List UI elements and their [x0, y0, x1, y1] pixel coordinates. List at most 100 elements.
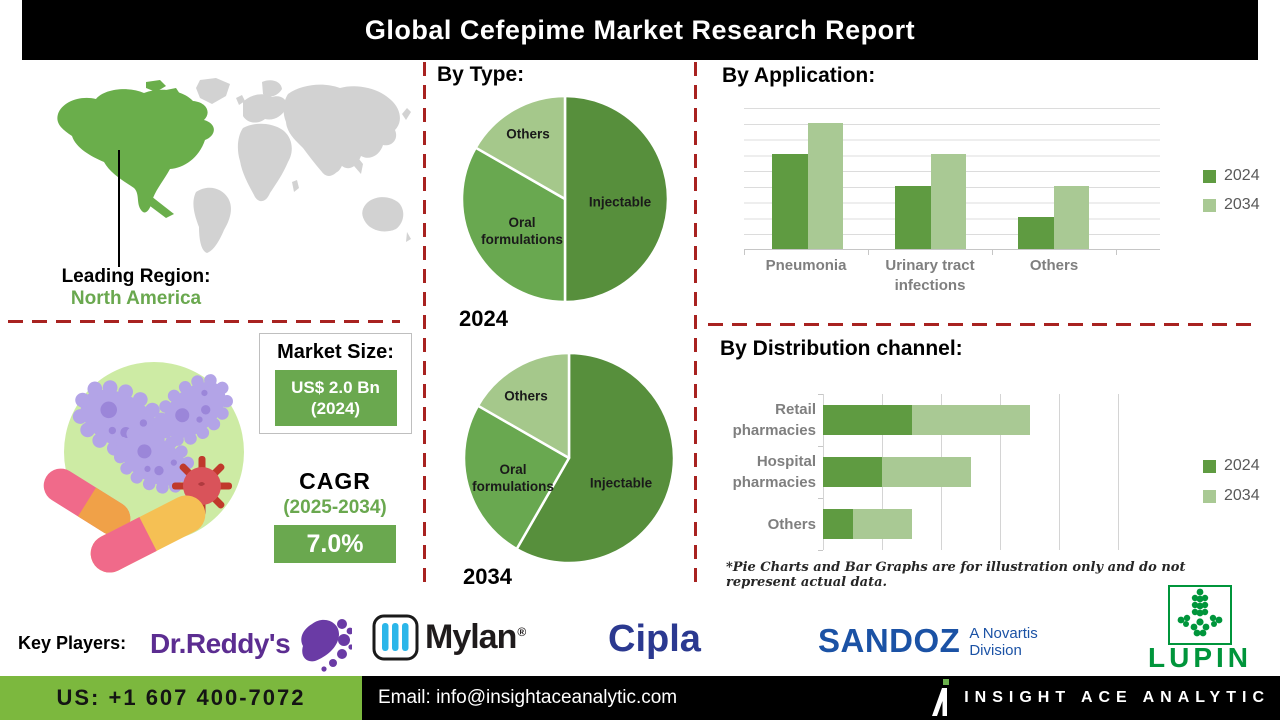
category-label: Urinary tract infections [885, 257, 975, 294]
map-region-north-america [57, 80, 214, 218]
legend-label-2024: 2024 [1224, 457, 1260, 474]
bar-2034 [930, 154, 966, 249]
logo-lupin: LUPIN [1126, 584, 1274, 674]
dr-reddys-icon [301, 619, 353, 672]
axis-tick [818, 498, 823, 499]
bar-2024 [772, 154, 808, 249]
mylan-wordmark: Mylan® [425, 618, 526, 656]
section-by-application: By Application: [722, 64, 876, 87]
application-categories: Pneumonia Urinary tract infections Others [744, 256, 1116, 296]
axis-tick [992, 250, 993, 255]
market-size-value: US$ 2.0 Bn (2024) [274, 370, 397, 426]
footer-brand-text: INSIGHT ACE ANALYTIC [964, 689, 1270, 706]
pie-slice-label-injectable: Injectable [589, 475, 653, 491]
leading-region-label: Leading Region: [61, 266, 211, 287]
leading-region-value: North America [70, 288, 202, 309]
category-label: Retail pharmacies [732, 401, 816, 439]
lupin-tree-icon [1168, 585, 1232, 645]
title-bar: Global Cefepime Market Research Report [22, 0, 1258, 60]
market-size-label: Market Size: [277, 341, 394, 363]
pie-2034-year: 2034 [463, 564, 512, 589]
legend-swatch-2024 [1203, 169, 1216, 183]
footer-brand: INSIGHT ACE ANALYTIC [930, 676, 1270, 720]
axis-tick [818, 446, 823, 447]
divider-vertical-right [694, 62, 697, 588]
pie-slice-label-oral: Oral formulations [472, 462, 554, 494]
axis-tick [818, 550, 823, 551]
market-size-box: Market Size: US$ 2.0 Bn (2024) [259, 333, 412, 434]
divider-vertical-left [423, 62, 426, 588]
cipla-wordmark: Cipla [608, 618, 701, 660]
bar-2024 [1018, 217, 1054, 249]
legend-swatch-2034 [1203, 198, 1216, 212]
bacteria-pills-illustration [43, 360, 246, 573]
application-plot [744, 108, 1160, 250]
application-chart [744, 108, 1160, 255]
logo-cipla: Cipla [608, 618, 701, 661]
axis-tick [818, 394, 823, 395]
legend-label-2034: 2034 [1224, 487, 1260, 504]
bar-2024 [895, 185, 931, 249]
axis-tick [868, 250, 869, 255]
axis-tick [744, 250, 745, 255]
market-size-year: (2024) [310, 399, 361, 418]
axis-tick [1116, 250, 1117, 255]
divider-horizontal-left [8, 320, 400, 323]
bar-2034 [807, 122, 843, 249]
world-map [57, 78, 411, 253]
pie-2024-year: 2024 [459, 306, 508, 331]
pie-chart-2024: Injectable Oral formulations Others [454, 88, 676, 310]
bar-2034 [1053, 185, 1089, 249]
lupin-wordmark: LUPIN [1148, 642, 1252, 673]
capsule-pill-icon [43, 468, 131, 536]
legend-swatch-2034 [1203, 489, 1216, 503]
pie-chart-2034: Injectable Oral formulations Others [458, 347, 680, 569]
mylan-icon [372, 614, 419, 661]
divider-horizontal-right [708, 323, 1254, 326]
registered-mark: ® [517, 624, 526, 639]
footer-phone: US: +1 607 400-7072 [0, 676, 362, 720]
bar-segment-2024 [823, 509, 853, 539]
pie-2034-svg [462, 351, 676, 565]
logo-sandoz: SANDOZ A Novartis Division [818, 622, 1038, 660]
page-title: Global Cefepime Market Research Report [364, 14, 916, 45]
pie-slice-label-others: Others [506, 126, 550, 142]
section-by-distribution: By Distribution channel: [720, 337, 963, 360]
category-label: Others [767, 515, 816, 533]
market-size-amount: US$ 2.0 Bn [291, 378, 380, 397]
legend-label-2024: 2024 [1224, 167, 1260, 184]
pie-slice-label-oral: Oral formulations [481, 215, 563, 247]
map-pointer-line [118, 150, 120, 267]
disclaimer-footnote: *Pie Charts and Bar Graphs are for illus… [726, 560, 1186, 590]
section-by-type: By Type: [437, 63, 525, 86]
capsule-pill-icon [90, 495, 206, 573]
dr-reddys-wordmark: Dr.Reddy's [150, 628, 291, 659]
bar-segment-2034 [911, 405, 1030, 435]
category-label: Hospital pharmacies [732, 453, 816, 491]
legend-label-2034: 2034 [1224, 196, 1260, 213]
bar-segment-2034 [882, 457, 971, 487]
footer: US: +1 607 400-7072 Email: info@insighta… [0, 676, 1280, 720]
logo-dr-reddys: Dr.Reddy's [150, 616, 353, 672]
leading-region: Leading Region: North America [30, 266, 242, 310]
category-label: Others [1029, 257, 1079, 274]
sandoz-wordmark: SANDOZ [818, 622, 961, 659]
legend-2034: 2034 [1203, 196, 1260, 214]
bar-segment-2024 [823, 405, 912, 435]
cagr-label: CAGR [299, 468, 371, 494]
sandoz-division-text: A Novartis Division [969, 625, 1038, 659]
pie-slice-label-others: Others [504, 388, 548, 404]
bar-segment-2024 [823, 457, 882, 487]
cagr-value: 7.0% [274, 525, 396, 563]
category-label: Pneumonia [765, 257, 847, 274]
logo-mylan: Mylan® [372, 614, 526, 661]
distribution-chart: Retail pharmacies Hospital pharmacies Othe… [700, 392, 1170, 554]
bar-segment-2034 [852, 509, 912, 539]
legend-2024: 2024 [1203, 167, 1260, 185]
key-players-label: Key Players: [18, 633, 127, 653]
legend-dist-2024: 2024 [1203, 457, 1260, 475]
pie-2024-svg [460, 94, 670, 304]
footer-email: Email: info@insightaceanalytic.com [378, 687, 678, 708]
cagr-period: (2025-2034) [283, 497, 387, 518]
